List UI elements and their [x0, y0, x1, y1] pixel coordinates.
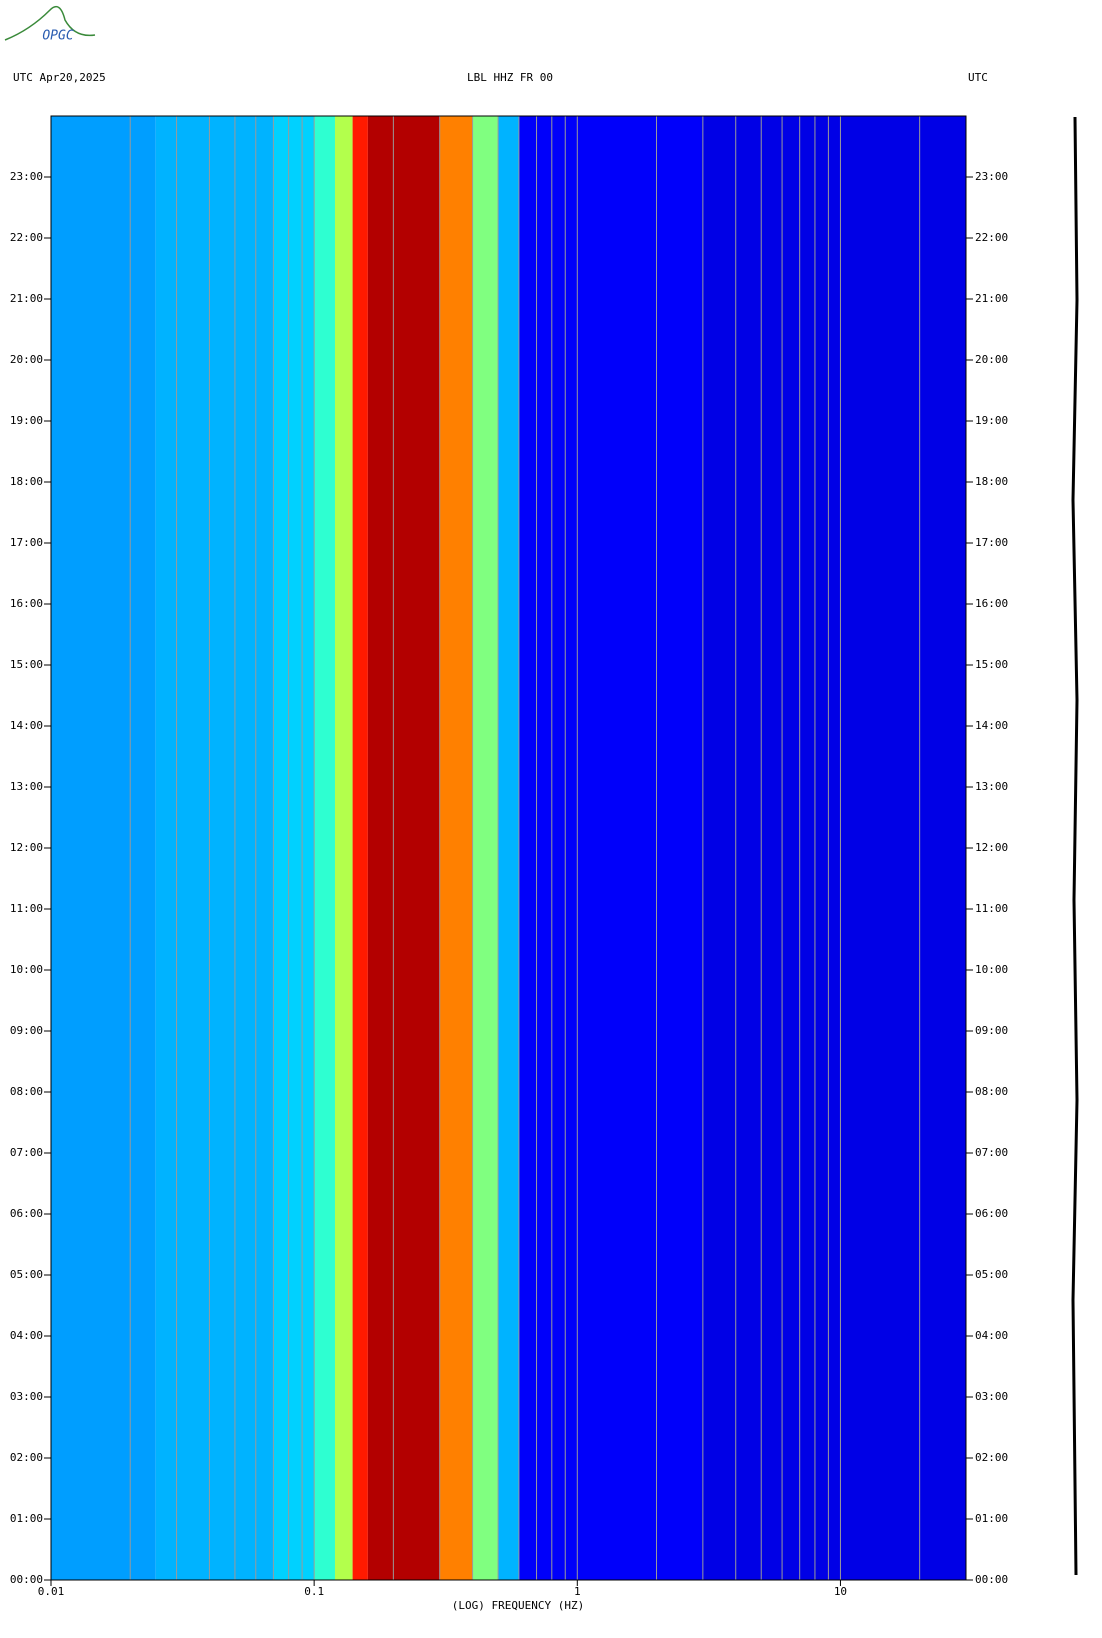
y-tick-label: 15:00	[975, 658, 1008, 671]
x-tick-label: 10	[834, 1585, 847, 1598]
y-tick-label: 19:00	[10, 414, 43, 427]
y-tick-label: 09:00	[975, 1024, 1008, 1037]
y-tick-label: 00:00	[10, 1573, 43, 1586]
y-tick-label: 08:00	[10, 1085, 43, 1098]
spectral-band	[472, 116, 499, 1580]
y-tick-label: 14:00	[10, 719, 43, 732]
x-tick-label: 1	[574, 1585, 581, 1598]
y-tick-label: 23:00	[10, 170, 43, 183]
y-tick-label: 07:00	[10, 1146, 43, 1159]
spectral-band	[367, 116, 440, 1580]
y-tick-label: 22:00	[10, 231, 43, 244]
y-tick-label: 08:00	[975, 1085, 1008, 1098]
y-tick-label: 22:00	[975, 231, 1008, 244]
y-tick-label: 02:00	[975, 1451, 1008, 1464]
y-tick-label: 01:00	[975, 1512, 1008, 1525]
y-tick-label: 11:00	[975, 902, 1008, 915]
y-tick-label: 11:00	[10, 902, 43, 915]
y-tick-label: 05:00	[10, 1268, 43, 1281]
y-tick-label: 21:00	[10, 292, 43, 305]
y-tick-label: 20:00	[975, 353, 1008, 366]
y-tick-label: 03:00	[10, 1390, 43, 1403]
y-tick-label: 04:00	[10, 1329, 43, 1342]
y-tick-label: 02:00	[10, 1451, 43, 1464]
chart-title: LBL HHZ FR 00	[467, 71, 553, 84]
y-tick-label: 16:00	[975, 597, 1008, 610]
spectral-band	[51, 116, 156, 1580]
y-tick-label: 15:00	[10, 658, 43, 671]
y-tick-label: 06:00	[10, 1207, 43, 1220]
logo-mark	[4, 5, 96, 41]
y-tick-label: 16:00	[10, 597, 43, 610]
title-left: UTC Apr20,2025	[13, 71, 106, 84]
y-tick-label: 10:00	[10, 963, 43, 976]
logo-text: OPGC	[42, 29, 73, 44]
spectral-band	[314, 116, 335, 1580]
y-tick-label: 13:00	[975, 780, 1008, 793]
y-tick-label: 13:00	[10, 780, 43, 793]
spectral-band	[334, 116, 353, 1580]
y-tick-label: 18:00	[10, 475, 43, 488]
waveform-trace	[1071, 116, 1079, 1576]
y-tick-label: 04:00	[975, 1329, 1008, 1342]
x-tick-label: 0.01	[38, 1585, 65, 1598]
y-tick-label: 09:00	[10, 1024, 43, 1037]
spectral-band	[498, 116, 519, 1580]
y-tick-label: 06:00	[975, 1207, 1008, 1220]
spectral-band	[352, 116, 368, 1580]
y-tick-label: 17:00	[975, 536, 1008, 549]
y-tick-label: 10:00	[975, 963, 1008, 976]
x-tick-label: 0.1	[304, 1585, 324, 1598]
spectral-band	[518, 116, 703, 1580]
spectral-band	[702, 116, 966, 1580]
spectral-band	[439, 116, 473, 1580]
y-tick-label: 17:00	[10, 536, 43, 549]
y-tick-label: 23:00	[975, 170, 1008, 183]
y-tick-label: 14:00	[975, 719, 1008, 732]
y-tick-label: 03:00	[975, 1390, 1008, 1403]
title-right: UTC	[968, 71, 988, 84]
y-tick-label: 18:00	[975, 475, 1008, 488]
y-tick-label: 05:00	[975, 1268, 1008, 1281]
spectral-band	[273, 116, 315, 1580]
y-tick-label: 00:00	[975, 1573, 1008, 1586]
y-tick-label: 07:00	[975, 1146, 1008, 1159]
spectral-band	[155, 116, 274, 1580]
x-axis-label: (LOG) FREQUENCY (HZ)	[452, 1599, 584, 1612]
y-tick-label: 21:00	[975, 292, 1008, 305]
y-tick-label: 19:00	[975, 414, 1008, 427]
y-tick-label: 20:00	[10, 353, 43, 366]
y-tick-label: 12:00	[10, 841, 43, 854]
y-tick-label: 12:00	[975, 841, 1008, 854]
y-tick-label: 01:00	[10, 1512, 43, 1525]
